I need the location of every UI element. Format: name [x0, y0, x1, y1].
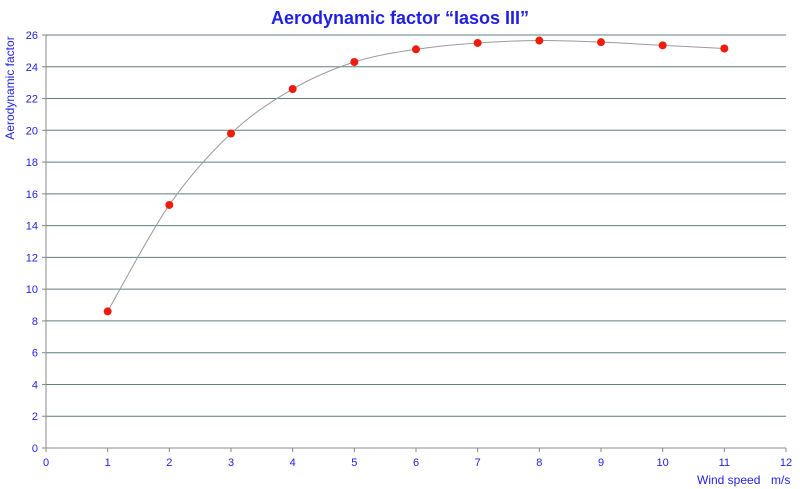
data-point	[165, 200, 174, 209]
x-tick-label: 5	[351, 457, 357, 469]
data-series	[103, 36, 729, 316]
y-tick-label: 22	[26, 94, 38, 106]
x-tick-label: 3	[228, 457, 234, 469]
data-point	[227, 129, 235, 138]
x-tick-label: 6	[413, 457, 419, 469]
x-tick-label: 2	[166, 457, 172, 469]
y-axis-label: Aerodynamic factor	[3, 36, 17, 139]
series-line	[107, 40, 725, 312]
x-tick-label: 11	[719, 457, 730, 469]
y-tick-label: 24	[26, 62, 38, 74]
x-tick-label: 0	[43, 457, 49, 469]
y-tick-label: 12	[26, 252, 38, 264]
x-tick-label: 1	[105, 457, 111, 469]
y-tick-label: 18	[26, 157, 38, 169]
y-tick-label: 6	[32, 348, 38, 360]
data-point	[720, 44, 729, 53]
x-tick-label: 9	[598, 457, 604, 469]
chart-title: Aerodynamic factor “Iasos III”	[271, 8, 529, 28]
data-point	[535, 36, 544, 45]
y-tick-label: 10	[26, 284, 38, 296]
y-tick-label: 4	[32, 379, 38, 391]
y-tick-label: 8	[32, 316, 38, 328]
data-point	[473, 38, 482, 47]
x-axis-unit: m/s	[771, 473, 790, 487]
data-point	[350, 58, 359, 67]
data-point	[288, 85, 297, 94]
x-tick-label: 10	[657, 457, 669, 469]
x-axis-label: Wind speed	[697, 473, 760, 487]
x-tick-label: 4	[290, 457, 296, 469]
y-tick-label: 2	[32, 411, 38, 423]
grid	[46, 34, 786, 417]
y-tick-label: 14	[26, 221, 38, 233]
y-tick-label: 26	[26, 30, 38, 42]
axes	[42, 34, 787, 452]
x-tick-label: 7	[475, 457, 481, 469]
y-tick-label: 0	[32, 443, 38, 455]
data-point	[103, 307, 112, 316]
x-tick-label: 12	[780, 457, 792, 469]
y-tick-label: 16	[26, 189, 38, 201]
data-point	[658, 41, 667, 50]
x-tick-label: 8	[536, 457, 542, 469]
data-point	[412, 45, 420, 54]
data-point	[597, 38, 605, 47]
y-tick-label: 20	[26, 125, 38, 137]
